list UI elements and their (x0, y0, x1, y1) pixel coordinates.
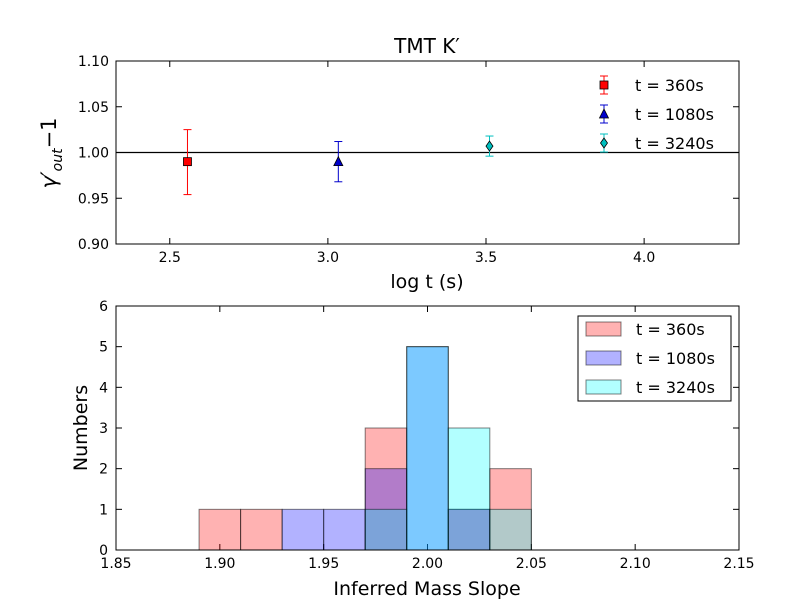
histogram-bar (489, 508, 532, 551)
bottom-x-tick-label: 2.10 (620, 556, 651, 572)
bottom-x-tick-label: 2.05 (516, 556, 547, 572)
histogram-bar (240, 508, 283, 551)
bottom-x-tick-label: 2.15 (723, 556, 754, 572)
top-data-marks (183, 129, 494, 196)
legend-label: t = 360s (636, 320, 705, 339)
y-label-main: γ′ (37, 171, 61, 188)
legend-label: t = 1080s (636, 349, 715, 368)
bottom-y-axis-label: Numbers (70, 385, 92, 471)
top-y-tick-label: 0.95 (78, 191, 109, 207)
histogram-bar (406, 346, 449, 551)
data-point (485, 140, 494, 152)
top-plot-frame (115, 60, 740, 245)
legend-marker (598, 108, 610, 119)
histogram-bars (198, 346, 532, 551)
top-y-tick-label: 1.05 (78, 100, 109, 116)
y-label-suffix: −1 (37, 117, 61, 148)
bottom-plot-frame (115, 305, 740, 551)
histogram-bar (198, 508, 242, 551)
bottom-x-tick-label: 1.95 (308, 556, 339, 572)
histogram-bar (364, 508, 408, 551)
legend-label: t = 1080s (635, 105, 714, 124)
top-y-tick-label: 1.10 (78, 54, 109, 70)
histogram-bar (281, 508, 325, 551)
chart-title: TMT K′ (393, 34, 460, 58)
top-y-axis-label: γ′out−1 (37, 117, 66, 188)
bottom-x-axis-label: Inferred Mass Slope (333, 578, 520, 600)
top-legend: t = 360s t = 1080s t = 3240s (598, 75, 714, 153)
top-x-tick-label: 3.5 (475, 250, 497, 266)
top-x-tick-label: 2.5 (159, 250, 181, 266)
bottom-axes: 1.85 1.90 1.95 2.00 2.05 2.10 2.15 0 1 2 3 4 5 6 (99, 299, 755, 572)
bottom-y-tick-label: 3 (99, 421, 108, 437)
legend-marker (600, 137, 608, 149)
bottom-y-tick-label: 5 (99, 340, 108, 356)
histogram-bar (323, 508, 366, 551)
legend-swatch (585, 379, 622, 395)
bottom-y-tick-label: 2 (99, 462, 108, 478)
top-x-tick-label: 4.0 (633, 250, 655, 266)
top-x-tick-label: 3.0 (317, 250, 339, 266)
bottom-legend-box (577, 315, 732, 402)
histogram-panel: 1.85 1.90 1.95 2.00 2.05 2.10 2.15 0 1 2 3 4 5 6 Infe… (70, 299, 755, 600)
histogram-bar (406, 346, 449, 551)
bottom-y-tick-label: 6 (99, 299, 108, 315)
data-point (333, 155, 344, 167)
legend-marker (599, 80, 609, 90)
bottom-legend: t = 360s t = 1080s t = 3240s (585, 320, 715, 397)
legend-swatch (585, 350, 622, 366)
bottom-y-tick-label: 1 (99, 502, 108, 518)
bottom-x-tick-label: 2.00 (412, 556, 443, 572)
legend-swatch (585, 321, 622, 337)
data-point (183, 157, 192, 167)
legend-label: t = 3240s (636, 378, 715, 397)
top-y-tick-label: 1.00 (78, 146, 109, 162)
top-axes: 2.5 3.0 3.5 4.0 0.90 0.95 1.00 1.05 1.10 (78, 54, 739, 266)
legend-label: t = 3240s (635, 134, 714, 153)
bottom-x-tick-label: 1.85 (100, 556, 131, 572)
histogram-bar (447, 427, 491, 551)
y-label-subscript: out (50, 148, 66, 171)
svg-text:γ′out−1: γ′out−1 (37, 117, 66, 188)
bottom-y-tick-label: 4 (99, 380, 108, 396)
errorbar-panel: TMT K′ 2.5 3.0 3.5 4.00.900.951.001.051.10 … (37, 34, 740, 293)
legend-label: t = 360s (635, 76, 704, 95)
top-x-axis-label: log t (s) (390, 271, 463, 293)
bottom-y-tick-label: 0 (99, 543, 108, 559)
top-y-tick-label: 0.90 (78, 237, 109, 253)
bottom-x-tick-label: 1.90 (204, 556, 235, 572)
